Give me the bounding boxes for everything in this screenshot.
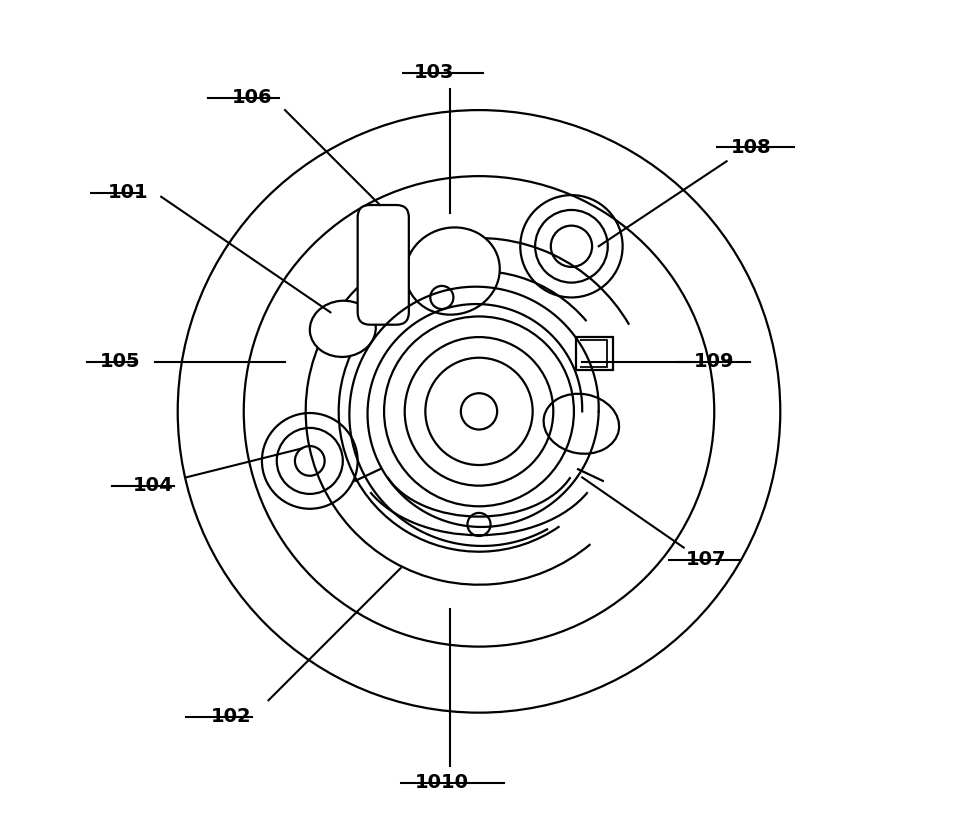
Text: 104: 104 xyxy=(132,476,173,495)
Text: 106: 106 xyxy=(232,88,272,107)
Ellipse shape xyxy=(405,228,500,315)
Text: 103: 103 xyxy=(413,63,454,82)
Text: 105: 105 xyxy=(100,352,140,371)
Ellipse shape xyxy=(309,301,376,357)
Text: 108: 108 xyxy=(731,138,772,157)
Text: 1010: 1010 xyxy=(415,774,468,792)
Text: 107: 107 xyxy=(686,550,726,569)
Text: 109: 109 xyxy=(694,352,735,371)
Text: 101: 101 xyxy=(108,183,148,202)
FancyBboxPatch shape xyxy=(357,205,409,325)
Text: 102: 102 xyxy=(211,707,252,726)
Ellipse shape xyxy=(543,394,619,454)
